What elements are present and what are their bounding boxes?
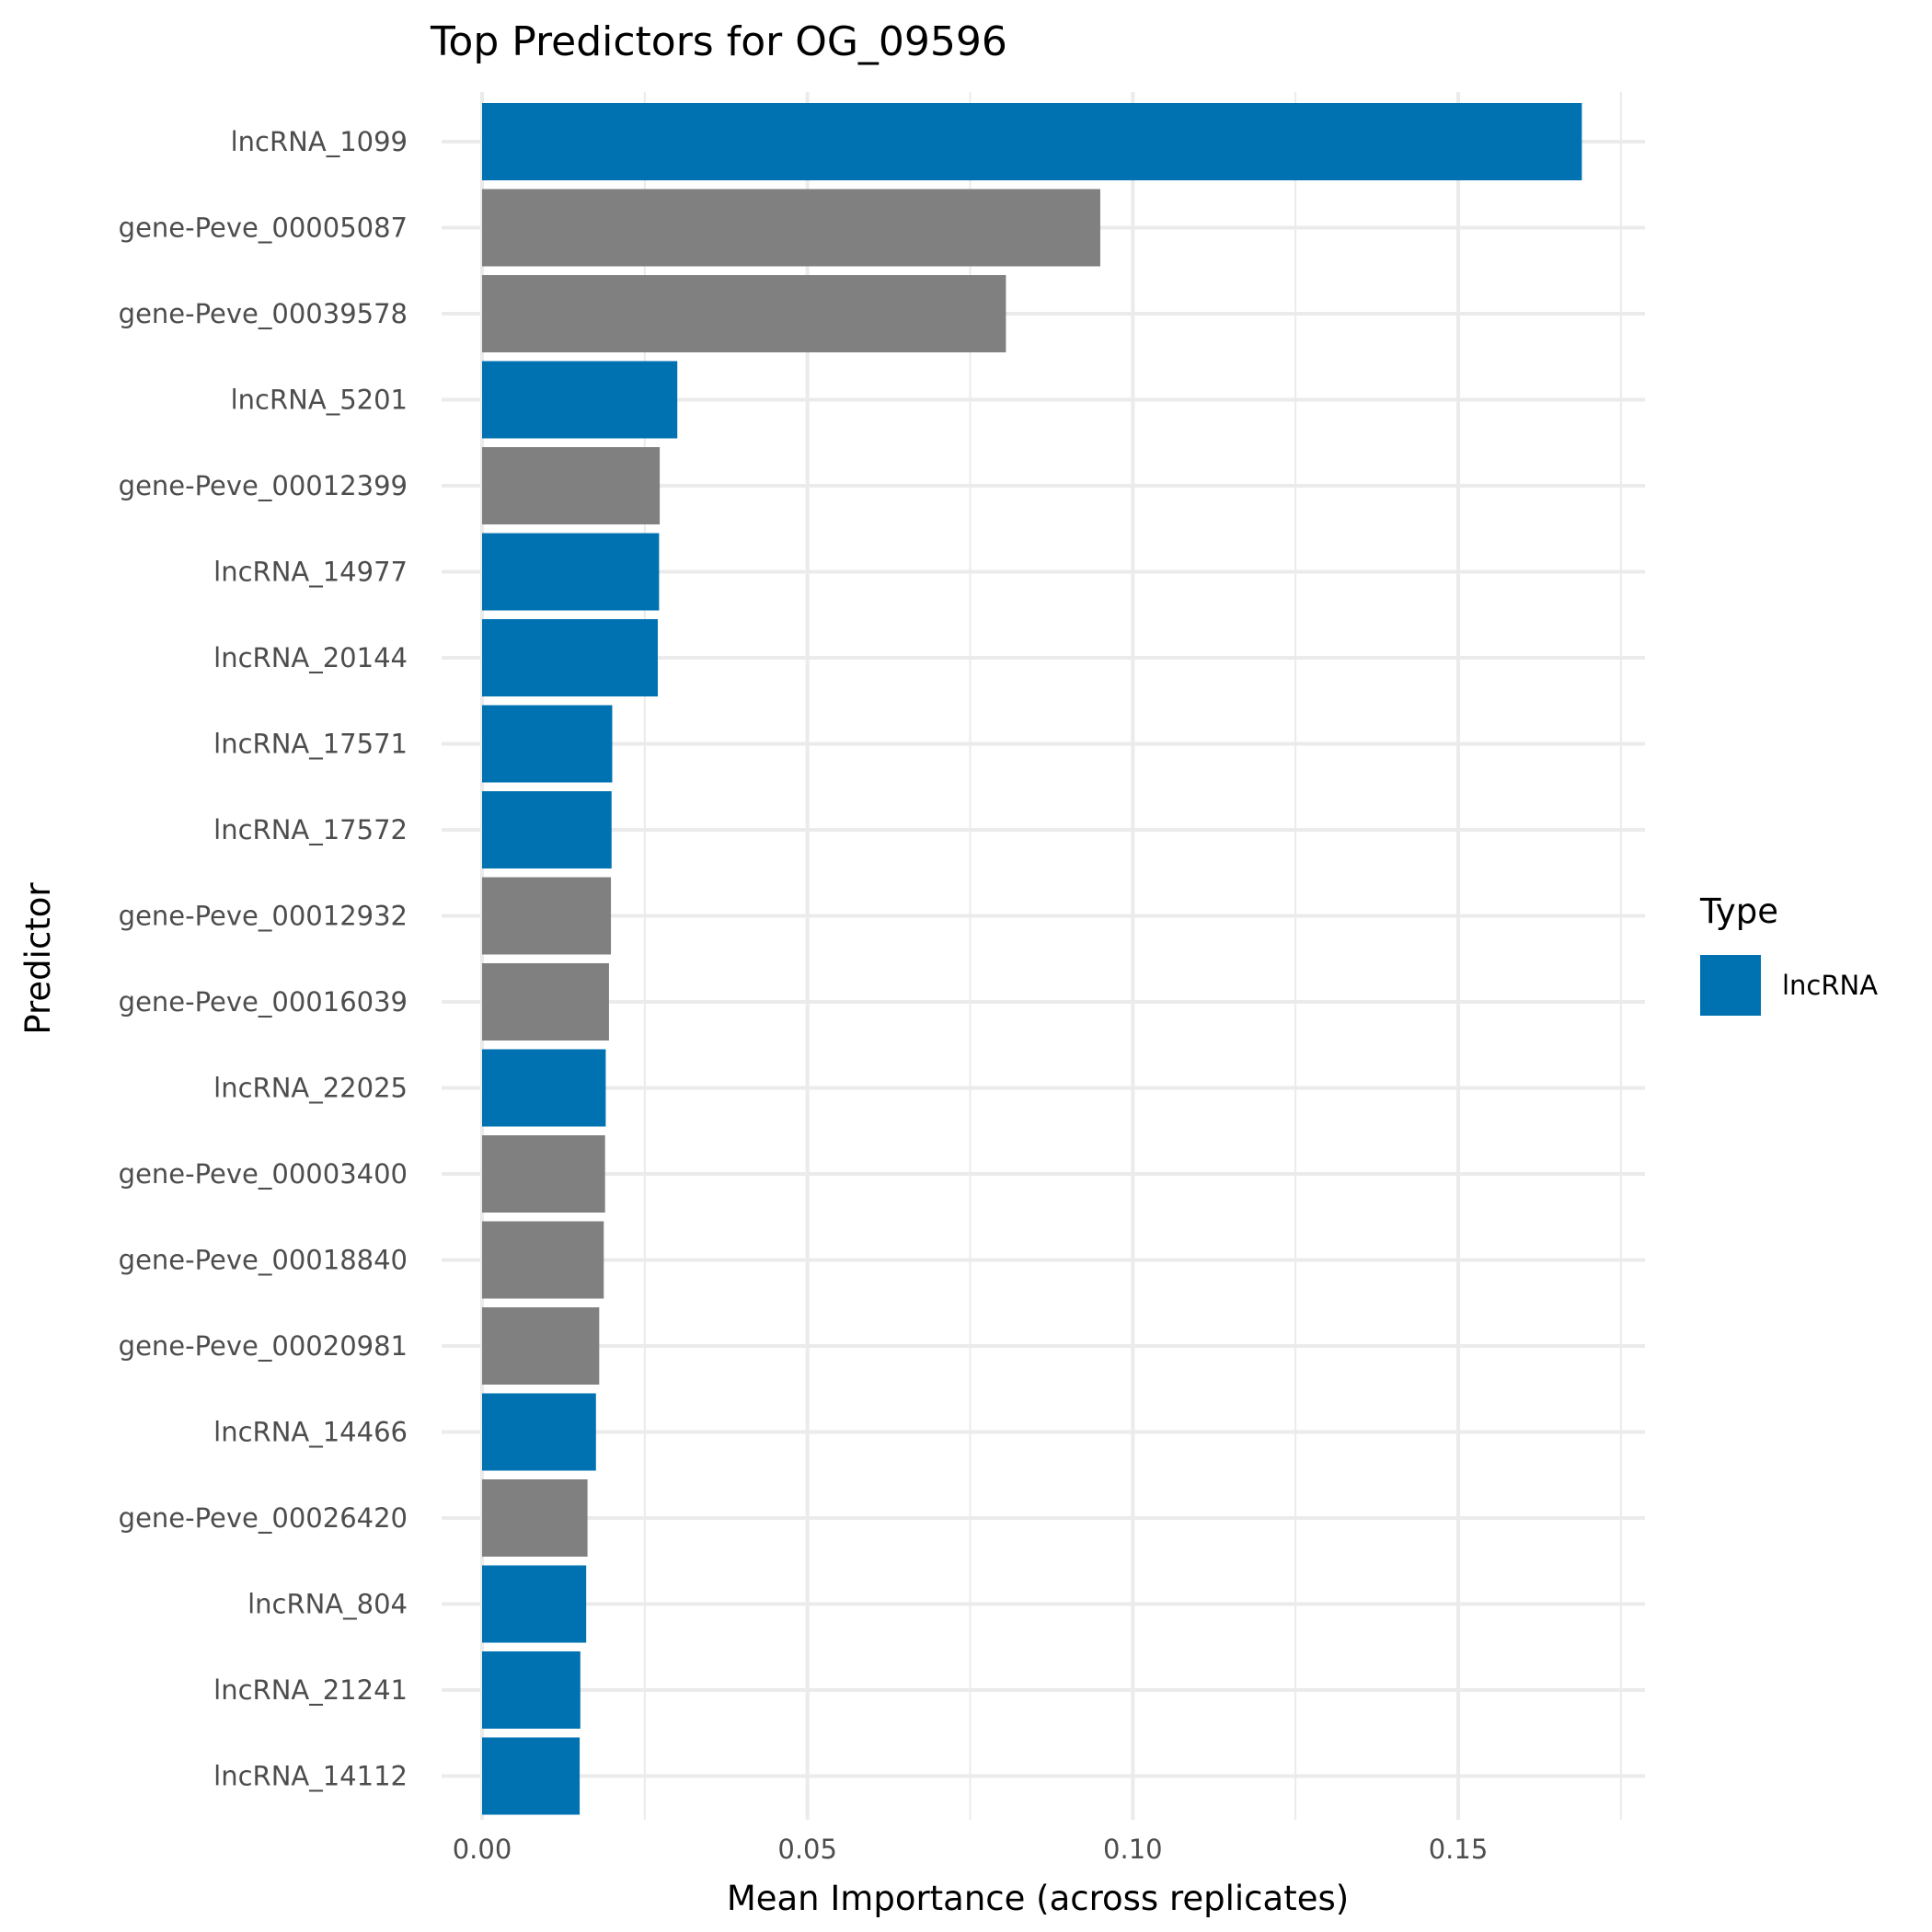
bars-layer xyxy=(482,103,1582,1815)
bar-lncRNA_14977 xyxy=(482,533,660,611)
y-tick-label: gene-Peve_00016039 xyxy=(119,986,408,1018)
x-tick-labels: 0.00 0.05 0.10 0.15 xyxy=(453,1834,1489,1865)
legend-key-lncRNA xyxy=(1700,955,1761,1016)
y-tick-label: lncRNA_14112 xyxy=(213,1761,408,1792)
bar-gene-Peve_00020981 xyxy=(482,1307,600,1385)
chart-title: Top Predictors for OG_09596 xyxy=(430,18,1007,65)
bar-lncRNA_14466 xyxy=(482,1393,596,1471)
bar-gene-Peve_00026420 xyxy=(482,1479,588,1557)
legend-entries: lncRNA xyxy=(1700,955,1878,1016)
y-tick-label: gene-Peve_00039578 xyxy=(119,298,408,329)
legend-title: Type xyxy=(1699,891,1778,931)
bar-gene-Peve_00003400 xyxy=(482,1135,605,1213)
bar-gene-Peve_00018840 xyxy=(482,1221,604,1299)
bar-gene-Peve_00012399 xyxy=(482,447,661,524)
y-tick-label: lncRNA_17572 xyxy=(213,814,408,845)
y-tick-label: gene-Peve_00018840 xyxy=(119,1245,408,1276)
y-tick-label: lncRNA_20144 xyxy=(213,642,408,673)
y-tick-label: gene-Peve_00020981 xyxy=(119,1330,408,1362)
bar-lncRNA_20144 xyxy=(482,619,658,696)
bar-lncRNA_22025 xyxy=(482,1049,606,1127)
x-tick-label: 0.05 xyxy=(777,1834,837,1865)
y-tick-label: lncRNA_21241 xyxy=(213,1674,408,1706)
legend: Type lncRNA xyxy=(1699,891,1878,1016)
bar-lncRNA_14112 xyxy=(482,1737,581,1815)
bar-lncRNA_21241 xyxy=(482,1651,581,1729)
bar-gene-Peve_00016039 xyxy=(482,963,609,1041)
y-tick-label: lncRNA_5201 xyxy=(231,385,408,416)
y-axis-title: Predictor xyxy=(18,882,58,1035)
y-tick-label: gene-Peve_00012932 xyxy=(119,901,408,932)
x-tick-label: 0.10 xyxy=(1103,1834,1163,1865)
y-tick-label: lncRNA_14977 xyxy=(213,557,408,588)
y-tick-label: gene-Peve_00026420 xyxy=(119,1502,408,1534)
bar-lncRNA_5201 xyxy=(482,361,678,439)
y-tick-labels: lncRNA_1099 gene-Peve_00005087 gene-Peve_0… xyxy=(119,126,408,1792)
y-tick-label: gene-Peve_00005087 xyxy=(119,213,408,244)
bar-lncRNA_17571 xyxy=(482,705,613,783)
y-tick-label: lncRNA_14466 xyxy=(213,1417,408,1448)
legend-label: lncRNA xyxy=(1782,970,1878,1001)
bar-lncRNA_17572 xyxy=(482,791,612,868)
y-tick-label: lncRNA_22025 xyxy=(213,1073,408,1104)
y-tick-label: lncRNA_804 xyxy=(247,1589,408,1620)
bar-gene-Peve_00012932 xyxy=(482,877,612,955)
bar-lncRNA_1099 xyxy=(482,103,1582,180)
bar-gene-Peve_00005087 xyxy=(482,189,1100,267)
x-axis-title: Mean Importance (across replicates) xyxy=(727,1879,1349,1918)
y-tick-label: lncRNA_17571 xyxy=(213,729,408,760)
y-tick-label: gene-Peve_00012399 xyxy=(119,470,408,501)
y-tick-label: gene-Peve_00003400 xyxy=(119,1158,408,1190)
y-tick-label: lncRNA_1099 xyxy=(231,126,408,157)
x-tick-label: 0.15 xyxy=(1429,1834,1489,1865)
bar-gene-Peve_00039578 xyxy=(482,275,1006,352)
bar-lncRNA_804 xyxy=(482,1565,587,1643)
x-tick-label: 0.00 xyxy=(453,1834,512,1865)
